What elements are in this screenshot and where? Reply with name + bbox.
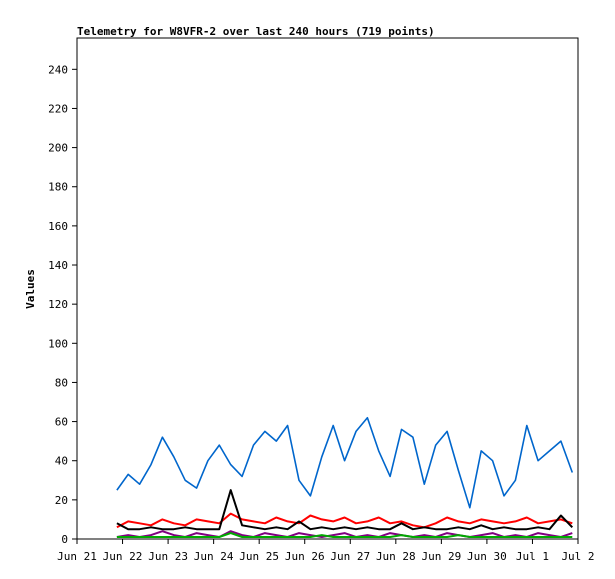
y-tick-label: 100 [48, 337, 68, 350]
series-line-2 [116, 512, 573, 529]
x-tick-label: Jun 25 [239, 550, 279, 563]
series-line-1 [116, 416, 574, 509]
y-tick-label: 0 [61, 533, 68, 546]
series-lines [116, 416, 574, 538]
x-ticks: Jun 21 Jun 22 Jun 23 Jun 24 Jun 25 Jun 26 Jun … [57, 539, 595, 563]
x-tick-label: Jun 30 [467, 550, 507, 563]
y-ticks: 0 20 40 60 80 100 120 140 160 180 200 220 240 [48, 63, 77, 546]
x-tick-label: Jun 29 [421, 550, 461, 563]
chart-title: Telemetry for W8VFR-2 over last 240 hour… [77, 25, 435, 38]
y-tick-label: 220 [48, 102, 68, 115]
x-tick-label: Jun 27 [330, 550, 370, 563]
series-line-5 [116, 532, 573, 538]
x-tick-label: Jun 21 [57, 550, 97, 563]
y-tick-label: 60 [55, 416, 68, 429]
y-tick-label: 160 [48, 220, 68, 233]
x-tick-label: Jun 28 [376, 550, 416, 563]
y-tick-label: 140 [48, 259, 68, 272]
y-tick-label: 120 [48, 298, 68, 311]
series-line-4 [116, 530, 573, 538]
y-axis-label: Values [24, 269, 37, 309]
y-tick-label: 40 [55, 455, 68, 468]
x-tick-label: Jul 1 [516, 550, 549, 563]
y-tick-label: 240 [48, 63, 68, 76]
x-tick-label: Jun 23 [148, 550, 188, 563]
y-tick-label: 200 [48, 142, 68, 155]
plot-frame [76, 37, 579, 540]
y-tick-label: 180 [48, 181, 68, 194]
x-tick-label: Jun 26 [285, 550, 325, 563]
x-tick-label: Jul 2 [561, 550, 594, 563]
y-tick-label: 20 [55, 494, 68, 507]
series-line-3 [116, 489, 574, 531]
x-tick-label: Jun 22 [103, 550, 143, 563]
x-tick-label: Jun 24 [194, 550, 234, 563]
y-tick-label: 80 [55, 376, 68, 389]
